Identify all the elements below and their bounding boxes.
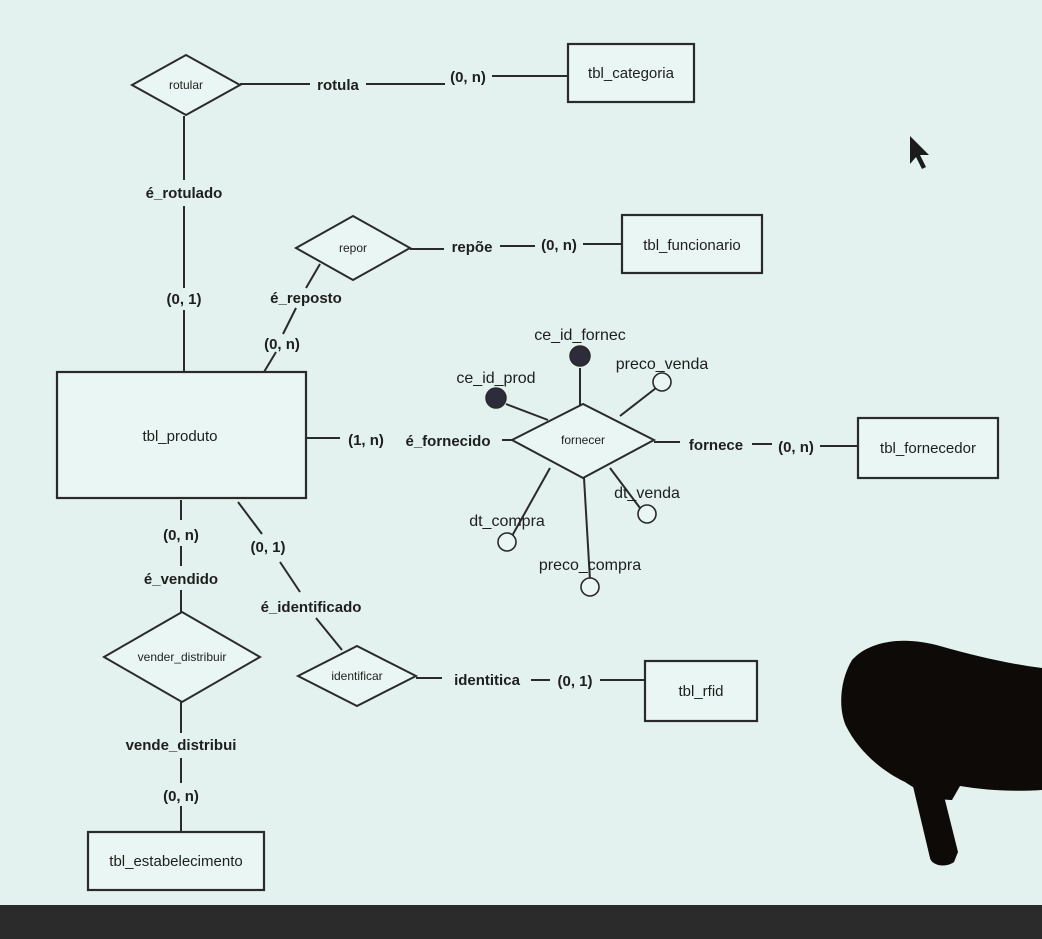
entity-tbl-funcionario: tbl_funcionario (620, 213, 764, 275)
hand-silhouette (841, 640, 1042, 866)
attribute-node-dt-compra (497, 532, 517, 552)
relationship-label: repor (339, 241, 367, 255)
attribute-dt-compra: dt_compra (469, 513, 545, 530)
role-e-identificado: é_identificado (261, 599, 362, 616)
attribute-preco-compra: preco_compra (539, 557, 641, 574)
role-rotula: rotula (317, 77, 359, 94)
relationship-rotular: rotular (129, 53, 243, 117)
entity-tbl-estabelecimento: tbl_estabelecimento (86, 830, 266, 892)
entity-tbl-rfid: tbl_rfid (643, 659, 759, 723)
entity-label: tbl_estabelecimento (109, 853, 242, 870)
role-repoe: repõe (452, 239, 493, 256)
cardinality-rfid: (0, 1) (557, 673, 592, 690)
cardinality-categoria: (0, n) (450, 69, 486, 86)
entity-label: tbl_funcionario (643, 237, 741, 254)
entity-label: tbl_produto (142, 428, 217, 445)
role-fornece: fornece (689, 437, 743, 454)
cardinality-produto-identificado: (0, 1) (250, 539, 285, 556)
screen-bezel (0, 905, 1042, 939)
attribute-node-preco-venda (652, 372, 672, 392)
relationship-label: vender_distribuir (138, 650, 227, 664)
entity-label: tbl_categoria (588, 65, 675, 82)
attribute-key-ce-id-fornec (569, 345, 591, 367)
cardinality-fornecedor: (0, n) (778, 439, 814, 456)
role-identitica: identitica (454, 672, 521, 689)
relationship-label: fornecer (561, 433, 605, 447)
cardinality-produto-fornecido: (1, n) (348, 432, 384, 449)
entity-tbl-categoria: tbl_categoria (566, 42, 696, 104)
relationship-label: rotular (169, 78, 203, 92)
role-e-rotulado: é_rotulado (146, 185, 223, 202)
connector-lines (180, 75, 858, 832)
cardinality-produto-rotulado: (0, 1) (166, 291, 201, 308)
entity-tbl-fornecedor: tbl_fornecedor (856, 416, 1000, 480)
cardinality-produto-vendido: (0, n) (163, 527, 199, 544)
cardinality-estabelecimento: (0, n) (163, 788, 199, 805)
entity-tbl-produto: tbl_produto (55, 370, 308, 500)
relationship-vender-distribuir: vender_distribuir (101, 610, 263, 704)
relationship-fornecer: fornecer (509, 402, 657, 480)
role-e-fornecido: é_fornecido (405, 433, 490, 450)
attribute-ce-id-prod: ce_id_prod (456, 370, 535, 387)
mouse-cursor-icon (910, 136, 929, 169)
cardinality-produto-reposto: (0, n) (264, 336, 300, 353)
attribute-node-dt-venda (637, 504, 657, 524)
role-e-reposto: é_reposto (270, 290, 342, 307)
attribute-ce-id-fornec: ce_id_fornec (534, 327, 626, 344)
entity-label: tbl_rfid (678, 683, 723, 700)
cardinality-funcionario: (0, n) (541, 237, 577, 254)
role-vende-distribui: vende_distribui (126, 737, 237, 754)
entity-label: tbl_fornecedor (880, 440, 976, 457)
attribute-key-ce-id-prod (485, 387, 507, 409)
relationship-identificar: identificar (295, 644, 419, 708)
relationship-label: identificar (331, 669, 382, 683)
attribute-preco-venda: preco_venda (616, 356, 709, 373)
relationship-repor: repor (293, 214, 413, 282)
attribute-dt-venda: dt_venda (614, 485, 680, 502)
attribute-node-preco-compra (580, 577, 600, 597)
role-e-vendido: é_vendido (144, 571, 218, 588)
